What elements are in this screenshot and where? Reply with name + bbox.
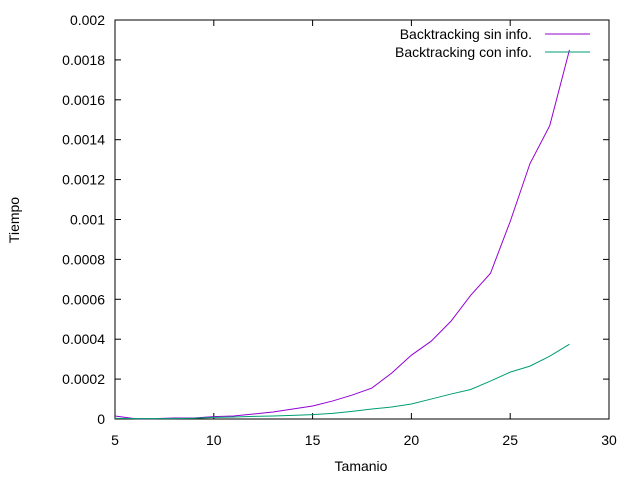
- plot-area: [114, 19, 610, 420]
- legend: Backtracking sin info. Backtracking con i…: [395, 26, 590, 60]
- y-axis-label: Tiempo: [6, 197, 22, 243]
- y-tick-label: 0.0008: [62, 251, 105, 267]
- series-line-2: [114, 343, 570, 420]
- y-tick-label: 0.002: [70, 12, 105, 28]
- y-tick-label: 0.001: [70, 212, 105, 228]
- legend-label-2: Backtracking con info.: [395, 44, 532, 60]
- y-axis: 0 0.0002 0.0004 0.0006 0.0008 0.001 0.0012 0.00…: [62, 12, 609, 427]
- y-tick-label: 0.0006: [62, 291, 105, 307]
- y-tick-label: 0.0012: [62, 172, 105, 188]
- legend-label-1: Backtracking sin info.: [400, 26, 532, 42]
- plot-border: [114, 19, 610, 420]
- x-axis-label: Tamanio: [335, 458, 388, 474]
- y-tick-label: 0: [97, 411, 105, 427]
- y-tick-label: 0.0004: [62, 331, 105, 347]
- series-line-1: [114, 49, 570, 420]
- x-axis: 5 10 15 20 25 30: [111, 20, 617, 448]
- y-tick-label: 0.0018: [62, 52, 105, 68]
- x-tick-label: 5: [111, 432, 119, 448]
- x-tick-label: 30: [601, 432, 617, 448]
- series-layer: [114, 49, 570, 420]
- y-tick-label: 0.0014: [62, 132, 105, 148]
- x-tick-label: 25: [502, 432, 518, 448]
- y-tick-label: 0.0016: [62, 92, 105, 108]
- y-tick-label: 0.0002: [62, 371, 105, 387]
- x-tick-label: 10: [206, 432, 222, 448]
- x-tick-label: 20: [404, 432, 420, 448]
- x-tick-label: 15: [305, 432, 321, 448]
